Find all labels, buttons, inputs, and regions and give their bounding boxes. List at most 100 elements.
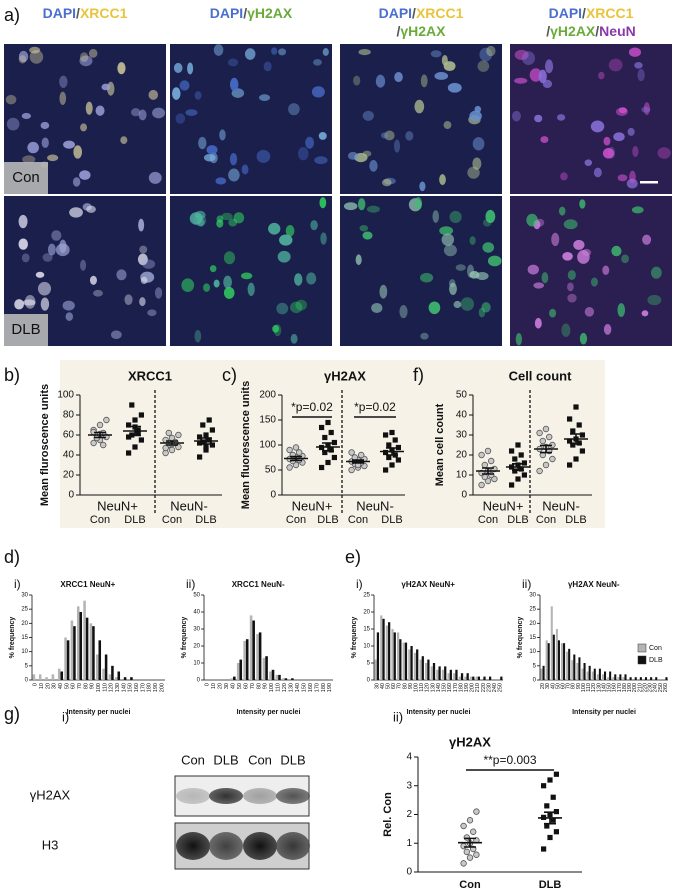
x-tick-label: 80 — [402, 683, 408, 689]
nucleus — [228, 168, 240, 182]
lane-label: DLB — [280, 752, 305, 767]
bar — [598, 668, 601, 680]
title-segment: DAPI — [210, 5, 243, 21]
bar — [644, 677, 648, 680]
data-point — [463, 834, 470, 841]
bar — [258, 632, 262, 680]
x-tick-label: 100 — [96, 683, 102, 692]
nucleus — [80, 259, 87, 271]
data-point — [573, 404, 579, 410]
data-point — [395, 457, 401, 463]
nucleus — [206, 145, 218, 155]
bar — [469, 676, 473, 680]
bar — [583, 663, 586, 680]
nucleus — [394, 71, 403, 83]
bar — [252, 620, 255, 680]
x-axis-label: Intensity per nuclei — [407, 709, 471, 716]
bar — [578, 657, 581, 680]
bar — [576, 663, 579, 680]
nucleus — [632, 145, 639, 158]
bar — [117, 671, 121, 680]
bar — [243, 640, 246, 680]
nucleus — [138, 109, 147, 121]
nucleus — [18, 214, 28, 229]
x-tick-label: 150 — [301, 683, 307, 692]
nucleus — [538, 69, 547, 84]
lane-label: Con — [181, 752, 205, 767]
blot-band — [209, 788, 243, 804]
data-point — [325, 459, 331, 466]
bar — [45, 677, 48, 680]
nucleus — [154, 287, 163, 299]
x-tick-label: 240 — [492, 683, 498, 692]
y-tick-label: 50 — [265, 465, 277, 476]
nucleus — [24, 295, 36, 309]
data-point — [539, 437, 546, 445]
bar — [114, 677, 118, 680]
bar — [256, 634, 259, 680]
bar — [639, 677, 642, 680]
y-tick-label: 0 — [533, 678, 537, 684]
bar — [430, 666, 433, 680]
x-tick-label: 190 — [153, 683, 159, 692]
bar — [388, 622, 391, 680]
y-tick-label: 25 — [529, 607, 536, 613]
nucleus — [419, 181, 426, 192]
nucleus — [306, 272, 317, 285]
x-tick-label: DLB — [539, 879, 562, 891]
bar — [245, 639, 249, 680]
nucleus — [221, 212, 233, 221]
blot-band — [176, 788, 210, 804]
nucleus — [617, 174, 628, 182]
bar — [416, 649, 419, 680]
data-point — [466, 817, 474, 824]
title-segment: / — [546, 23, 550, 39]
bar — [466, 673, 469, 680]
bar — [89, 623, 93, 680]
bar — [108, 674, 112, 680]
x-axis-label: Intensity per nuclei — [237, 709, 301, 716]
nucleus — [439, 226, 454, 236]
x-tick-label: 220 — [642, 683, 648, 692]
bar — [614, 674, 617, 680]
x-tick-label: 50 — [555, 683, 561, 689]
bar — [655, 677, 658, 680]
nucleus — [611, 245, 622, 257]
data-point — [203, 432, 209, 438]
legend-label: Con — [649, 645, 662, 652]
column-title: /γH2AX/NeuN — [546, 23, 635, 39]
x-tick-label: 100 — [414, 683, 420, 692]
nucleus — [241, 272, 253, 280]
title-segment: / — [412, 5, 416, 21]
y-tick-label: 1 — [406, 838, 412, 849]
y-tick-label: 4 — [406, 752, 412, 763]
bar — [477, 676, 481, 680]
x-tick-label: 170 — [140, 683, 146, 692]
x-tick-label: DLB — [124, 514, 145, 526]
bar — [438, 666, 441, 680]
x-tick-label: 40 — [550, 683, 556, 689]
x-tick-label: 40 — [230, 683, 236, 689]
group-label: NeuN+ — [483, 498, 524, 513]
x-tick-label: 210 — [475, 683, 481, 692]
bar — [64, 637, 67, 680]
x-tick-label: 250 — [498, 683, 504, 692]
nucleus — [393, 139, 401, 153]
nucleus — [521, 51, 535, 65]
nucleus — [486, 45, 496, 57]
nucleus — [256, 149, 271, 163]
nucleus — [375, 74, 386, 88]
nucleus — [203, 153, 216, 162]
bar — [380, 615, 383, 680]
title-segment: XRCC1 — [416, 5, 464, 21]
bar — [596, 674, 599, 680]
data-point — [322, 449, 328, 456]
data-point — [348, 449, 355, 456]
nucleus — [590, 120, 605, 133]
x-tick-label: 40 — [380, 683, 386, 689]
data-point — [383, 467, 389, 473]
data-point — [541, 846, 547, 852]
sub-label: ii) — [186, 577, 195, 591]
bar — [92, 626, 95, 680]
bar — [396, 632, 400, 680]
